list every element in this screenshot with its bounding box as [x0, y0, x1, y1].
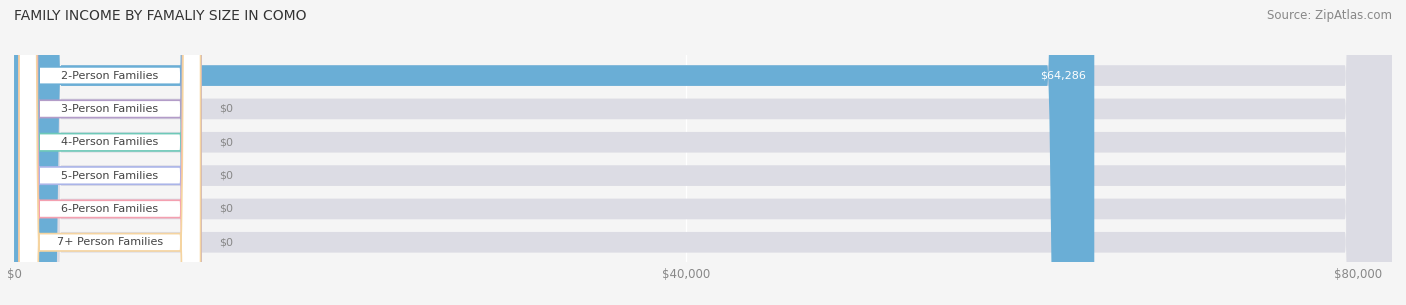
- FancyBboxPatch shape: [20, 0, 201, 305]
- FancyBboxPatch shape: [20, 0, 201, 305]
- Text: FAMILY INCOME BY FAMALIY SIZE IN COMO: FAMILY INCOME BY FAMALIY SIZE IN COMO: [14, 9, 307, 23]
- FancyBboxPatch shape: [20, 0, 201, 305]
- FancyBboxPatch shape: [20, 0, 201, 305]
- FancyBboxPatch shape: [14, 0, 1392, 305]
- FancyBboxPatch shape: [14, 0, 1392, 305]
- Text: 4-Person Families: 4-Person Families: [62, 137, 159, 147]
- Text: $0: $0: [219, 170, 233, 181]
- Text: 7+ Person Families: 7+ Person Families: [56, 237, 163, 247]
- FancyBboxPatch shape: [14, 0, 1392, 305]
- Text: 6-Person Families: 6-Person Families: [62, 204, 159, 214]
- Text: $0: $0: [219, 137, 233, 147]
- Text: 3-Person Families: 3-Person Families: [62, 104, 159, 114]
- FancyBboxPatch shape: [14, 0, 1392, 305]
- Text: 5-Person Families: 5-Person Families: [62, 170, 159, 181]
- Text: 2-Person Families: 2-Person Families: [62, 70, 159, 81]
- FancyBboxPatch shape: [20, 0, 201, 305]
- Text: $0: $0: [219, 204, 233, 214]
- Text: Source: ZipAtlas.com: Source: ZipAtlas.com: [1267, 9, 1392, 22]
- FancyBboxPatch shape: [14, 0, 1094, 305]
- FancyBboxPatch shape: [14, 0, 1392, 305]
- FancyBboxPatch shape: [20, 0, 201, 305]
- FancyBboxPatch shape: [14, 0, 1392, 305]
- Text: $64,286: $64,286: [1040, 70, 1085, 81]
- Text: $0: $0: [219, 104, 233, 114]
- Text: $0: $0: [219, 237, 233, 247]
